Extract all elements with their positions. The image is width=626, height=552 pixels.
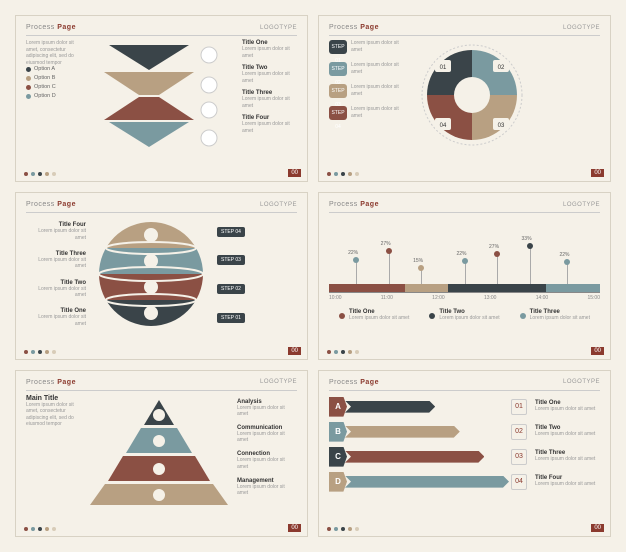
page-number: 00 [288, 347, 301, 355]
palette-dots [327, 527, 359, 531]
logotype: LOGOTYPE [563, 202, 600, 208]
page-number: 00 [288, 524, 301, 532]
slide-header: Process Page LOGOTYPE [26, 24, 297, 31]
steps-list: STEP 04STEP 03STEP 02STEP 01 [217, 217, 267, 332]
circle-diagram: 01 02 03 04 [417, 40, 527, 150]
steps-list: STEP 01Lorem ipsum dolor sit ametSTEP 02… [329, 40, 409, 150]
slide-5: Process Page LOGOTYPE Main Title Lorem i… [15, 370, 308, 537]
slide-2: Process Page LOGOTYPE STEP 01Lorem ipsum… [318, 15, 611, 182]
page-number: 00 [591, 169, 604, 177]
slide-4: Process Page LOGOTYPE 22%27%15%22%27%33%… [318, 192, 611, 359]
lorem-text: Lorem ipsum dolor sit amet, consectetur … [26, 40, 86, 66]
titles-list: Title OneLorem ipsum dolor sit ametTitle… [242, 40, 297, 150]
slide-1: Process Page LOGOTYPE Lorem ipsum dolor … [15, 15, 308, 182]
labels-list: AnalysisLorem ipsum dolor sit ametCommun… [237, 395, 297, 505]
page-number: 00 [288, 169, 301, 177]
logotype: LOGOTYPE [260, 202, 297, 208]
arrow-rows: A 01 B 02 C 03 D 04 [329, 397, 527, 492]
logotype: LOGOTYPE [563, 25, 600, 31]
svg-text:03: 03 [498, 123, 505, 129]
palette-dots [24, 527, 56, 531]
slide-header: Process Page LOGOTYPE [329, 201, 600, 208]
palette-dots [24, 350, 56, 354]
svg-text:02: 02 [498, 65, 505, 71]
palette-dots [327, 172, 359, 176]
triangle-diagram [92, 40, 236, 150]
pyramid-diagram [87, 395, 231, 505]
slide-header: Process Page LOGOTYPE [26, 379, 297, 386]
page-number: 00 [591, 524, 604, 532]
logotype: LOGOTYPE [260, 379, 297, 385]
slide-header: Process Page LOGOTYPE [26, 201, 297, 208]
logotype: LOGOTYPE [563, 379, 600, 385]
palette-dots [327, 350, 359, 354]
slide-header: Process Page LOGOTYPE [329, 379, 600, 386]
titles-list: Title FourLorem ipsum dolor sit ametTitl… [26, 217, 86, 332]
options-list: Option AOption BOption COption D [26, 66, 86, 99]
main-title: Main Title [26, 395, 81, 402]
logotype: LOGOTYPE [260, 25, 297, 31]
page-number: 00 [591, 347, 604, 355]
svg-text:01: 01 [440, 65, 447, 71]
titles-list: Title OneLorem ipsum dolor sit ametTitle… [535, 397, 600, 492]
sphere-diagram [94, 217, 209, 332]
slide-6: Process Page LOGOTYPE A 01 B 02 C 03 D 0… [318, 370, 611, 537]
svg-text:04: 04 [440, 123, 447, 129]
slide-3: Process Page LOGOTYPE Title FourLorem ip… [15, 192, 308, 359]
palette-dots [24, 172, 56, 176]
slide-header: Process Page LOGOTYPE [329, 24, 600, 31]
time-axis: 10:0011:0012:0013:0014:0015:00 [329, 295, 600, 301]
timeline-chart: 22%27%15%22%27%33%22% [329, 223, 600, 293]
chart-legend: Title OneLorem ipsum dolor sit ametTitle… [329, 309, 600, 322]
lorem-text: Lorem ipsum dolor sit amet, consectetur … [26, 402, 81, 428]
